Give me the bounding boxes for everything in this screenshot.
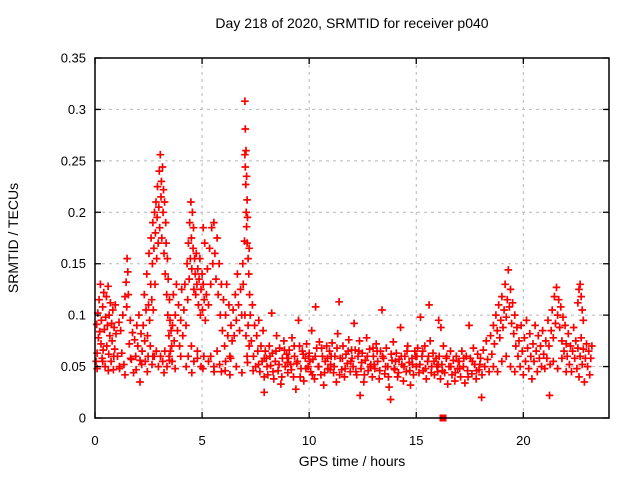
data-points-layer xyxy=(92,97,596,422)
y-axis-label: SRMTID / TECUs xyxy=(5,183,21,293)
scatter-plus-markers xyxy=(92,97,596,404)
x-tick-label: 15 xyxy=(409,433,423,448)
x-axis-label: GPS time / hours xyxy=(299,453,406,469)
x-tick-label: 20 xyxy=(516,433,530,448)
y-tick-label: 0.25 xyxy=(61,153,86,168)
y-tick-label: 0.35 xyxy=(61,51,86,66)
y-tick-label: 0 xyxy=(79,411,86,426)
tick-marks xyxy=(94,57,609,419)
tick-mark-path xyxy=(94,57,609,419)
plot-border xyxy=(94,57,610,419)
x-tick-label: 10 xyxy=(302,433,316,448)
y-tick-label: 0.3 xyxy=(68,102,86,117)
y-tick-label: 0.2 xyxy=(68,205,86,220)
x-tick-label: 0 xyxy=(91,433,98,448)
y-tick-label: 0.15 xyxy=(61,256,86,271)
chart-title: Day 218 of 2020, SRMTID for receiver p04… xyxy=(215,15,488,31)
y-tick-label: 0.05 xyxy=(61,359,86,374)
y-tick-label: 0.1 xyxy=(68,308,86,323)
x-tick-label: 5 xyxy=(198,433,205,448)
tick-labels: 0 0.05 0.1 0.15 0.2 0.25 0.3 0.35 0 5 10 15 20 xyxy=(61,51,531,449)
